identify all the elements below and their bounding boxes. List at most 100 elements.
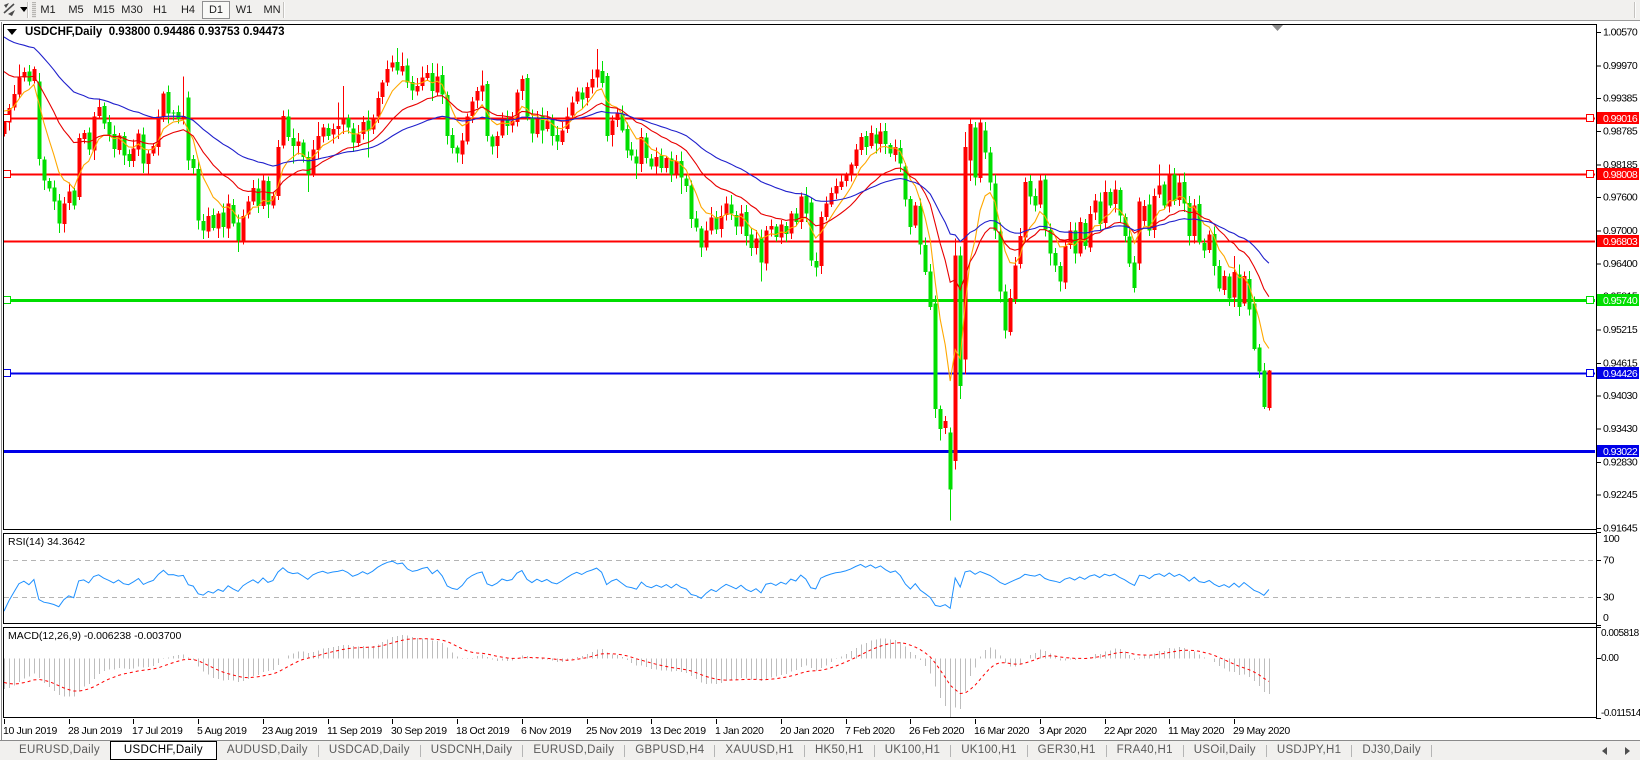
macd-label: MACD(12,26,9) -0.006238 -0.003700 bbox=[8, 630, 182, 642]
ma-line-20 bbox=[4, 71, 1270, 297]
time-tick-labels: 10 Jun 2019 28 Jun 2019 17 Jul 2019 5 Aug 2… bbox=[3, 725, 1291, 737]
svg-text:0.94426: 0.94426 bbox=[1603, 368, 1638, 380]
toolbar-group-separator bbox=[27, 2, 28, 18]
ma-line-45 bbox=[4, 36, 1270, 264]
timeframe-button-mn[interactable]: MN bbox=[263, 4, 281, 16]
svg-text:16 Mar 2020: 16 Mar 2020 bbox=[974, 725, 1030, 737]
macd-scale-label: 0.00 bbox=[1601, 653, 1619, 664]
timeframe-button-w1[interactable]: W1 bbox=[235, 4, 253, 16]
svg-text:17 Jul 2019: 17 Jul 2019 bbox=[132, 725, 183, 737]
toolbar-grip[interactable] bbox=[31, 1, 38, 19]
svg-text:0.93430: 0.93430 bbox=[1603, 423, 1638, 435]
chart-title-symbol: USDCHF,Daily bbox=[25, 26, 103, 38]
tab-divider bbox=[624, 744, 626, 757]
price-line-badge: 0.94426 bbox=[1597, 367, 1639, 380]
svg-text:6 Nov 2019: 6 Nov 2019 bbox=[521, 725, 572, 737]
svg-text:0.99016: 0.99016 bbox=[1603, 113, 1638, 125]
svg-text:23 Aug 2019: 23 Aug 2019 bbox=[262, 725, 318, 737]
time-axis[interactable]: 10 Jun 2019 28 Jun 2019 17 Jul 2019 5 Aug 2… bbox=[3, 719, 1291, 737]
svg-text:7 Feb 2020: 7 Feb 2020 bbox=[845, 725, 895, 737]
tab-divider bbox=[317, 744, 319, 757]
timeframe-button-h1[interactable]: H1 bbox=[152, 4, 168, 16]
line-studies-icon[interactable] bbox=[3, 2, 19, 18]
svg-text:0.94030: 0.94030 bbox=[1603, 390, 1638, 402]
svg-text:30 Sep 2019: 30 Sep 2019 bbox=[391, 725, 447, 737]
timeframe-button-m15[interactable]: M15 bbox=[93, 4, 115, 16]
horizontal-lines-group[interactable] bbox=[4, 117, 1596, 453]
rsi-scale-label: 0 bbox=[1603, 612, 1609, 624]
tab-divider bbox=[950, 744, 952, 757]
svg-text:0.91645: 0.91645 bbox=[1603, 522, 1638, 534]
svg-text:28 Jun 2019: 28 Jun 2019 bbox=[68, 725, 122, 737]
timeframe-button-m5[interactable]: M5 bbox=[68, 4, 84, 16]
svg-text:20 Jan 2020: 20 Jan 2020 bbox=[780, 725, 834, 737]
tab-ger30-h1[interactable]: GER30,H1 bbox=[1037, 744, 1096, 756]
tab-usoil-daily[interactable]: USOil,Daily bbox=[1193, 744, 1256, 756]
tab-divider bbox=[873, 744, 875, 757]
price-line-badge: 0.99016 bbox=[1597, 112, 1639, 125]
tab-divider bbox=[803, 744, 805, 757]
tab-audusd-daily[interactable]: AUDUSD,Daily bbox=[226, 744, 308, 756]
price-axis[interactable]: 1.00570 0.99970 0.99385 0.98785 0.98185 0.976… bbox=[1596, 24, 1640, 719]
tab-eurusd-daily[interactable]: EURUSD,Daily bbox=[19, 744, 100, 756]
price-line-badge: 0.93022 bbox=[1597, 445, 1639, 458]
timeframe-button-m30[interactable]: M30 bbox=[121, 4, 143, 16]
chart-root: 1.00570 0.99970 0.99385 0.98785 0.98185 0.976… bbox=[3, 24, 1640, 737]
macd-pane[interactable] bbox=[4, 634, 1270, 718]
shift-marker-icon[interactable] bbox=[1272, 25, 1283, 31]
svg-text:29 May 2020: 29 May 2020 bbox=[1233, 725, 1290, 737]
svg-text:11 May 2020: 11 May 2020 bbox=[1168, 725, 1225, 737]
rsi-scale-label: 70 bbox=[1603, 554, 1614, 566]
svg-text:11 Sep 2019: 11 Sep 2019 bbox=[327, 725, 382, 737]
svg-text:13 Dec 2019: 13 Dec 2019 bbox=[650, 725, 706, 737]
macd-histogram-group bbox=[4, 634, 1270, 718]
tab-hk50-h1[interactable]: HK50,H1 bbox=[814, 744, 864, 756]
time-ticks bbox=[4, 719, 1235, 724]
toolbar-separator-right bbox=[1634, 2, 1635, 18]
tab-divider bbox=[419, 744, 421, 757]
timeframe-button-m1[interactable]: M1 bbox=[40, 4, 56, 16]
tab-usdcnh-daily[interactable]: USDCNH,Daily bbox=[430, 744, 513, 756]
tab-usdchf-daily[interactable]: USDCHF,Daily bbox=[109, 741, 217, 760]
svg-text:0.96400: 0.96400 bbox=[1603, 258, 1638, 270]
chart-tab-bar: EURUSD,Daily USDCHF,Daily AUDUSD,Daily USDC… bbox=[0, 740, 1640, 760]
chart-title-ohlc: 0.93800 0.94486 0.93753 0.94473 bbox=[108, 26, 285, 38]
price-chart-svg[interactable]: 1.00570 0.99970 0.99385 0.98785 0.98185 0.976… bbox=[0, 22, 1640, 740]
tab-fra40-h1[interactable]: FRA40,H1 bbox=[1116, 744, 1173, 756]
svg-text:18 Oct 2019: 18 Oct 2019 bbox=[456, 725, 510, 737]
tab-uk100-h1[interactable]: UK100,H1 bbox=[884, 744, 941, 756]
symbol-dropdown-icon[interactable] bbox=[7, 29, 17, 35]
line-markers-group[interactable] bbox=[4, 113, 1595, 378]
tab-dj30-daily[interactable]: DJ30,Daily bbox=[1362, 744, 1421, 756]
rsi-scale-label: 30 bbox=[1603, 592, 1614, 604]
chart-tabs: EURUSD,Daily USDCHF,Daily AUDUSD,Daily USDC… bbox=[9, 741, 1432, 760]
timeframe-button-d1[interactable]: D1 bbox=[202, 1, 230, 19]
tab-usdcad-daily[interactable]: USDCAD,Daily bbox=[328, 744, 410, 756]
tab-xauusd-h1[interactable]: XAUUSD,H1 bbox=[725, 744, 794, 756]
svg-text:1.00570: 1.00570 bbox=[1603, 26, 1638, 38]
svg-text:0.98185: 0.98185 bbox=[1603, 159, 1638, 171]
chart-menu-dropdown-icon[interactable] bbox=[20, 7, 28, 12]
timeframe-button-h4[interactable]: H4 bbox=[180, 4, 196, 16]
tab-usdjpy-h1[interactable]: USDJPY,H1 bbox=[1276, 744, 1342, 756]
tab-uk100-h1[interactable]: UK100,H1 bbox=[961, 744, 1017, 756]
svg-text:0.99385: 0.99385 bbox=[1603, 92, 1638, 104]
svg-text:0.94615: 0.94615 bbox=[1603, 357, 1638, 369]
chart-window[interactable]: 1.00570 0.99970 0.99385 0.98785 0.98185 0.976… bbox=[0, 22, 1640, 740]
tab-scroll-right-icon[interactable] bbox=[1625, 747, 1630, 755]
macd-scale-label: 0.005818 bbox=[1601, 628, 1640, 639]
svg-text:0.99970: 0.99970 bbox=[1603, 60, 1638, 72]
toolbar-separator bbox=[283, 2, 284, 18]
tab-gbpusd-h4[interactable]: GBPUSD,H4 bbox=[635, 744, 705, 756]
tab-scroll-buttons bbox=[1598, 744, 1634, 758]
rsi-pane[interactable] bbox=[4, 560, 1596, 612]
svg-text:26 Feb 2020: 26 Feb 2020 bbox=[909, 725, 965, 737]
svg-text:0.98008: 0.98008 bbox=[1603, 169, 1638, 181]
price-line-badge: 0.95740 bbox=[1597, 294, 1639, 307]
svg-text:22 Apr 2020: 22 Apr 2020 bbox=[1104, 725, 1157, 737]
price-line-badge: 0.96803 bbox=[1597, 235, 1639, 248]
main-pane[interactable] bbox=[3, 36, 1597, 521]
tab-eurusd-daily[interactable]: EURUSD,Daily bbox=[533, 744, 615, 756]
tab-scroll-left-icon[interactable] bbox=[1602, 747, 1607, 755]
